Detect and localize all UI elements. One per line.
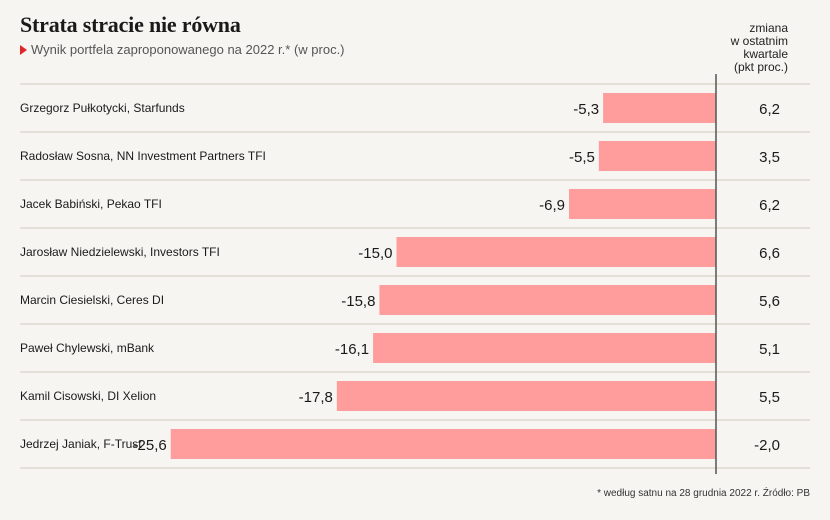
category-label: Paweł Chylewski, mBank [20, 341, 155, 355]
change-header-line: kwartale [743, 47, 788, 61]
data-label: -16,1 [335, 341, 369, 358]
category-label: Jarosław Niedzielewski, Investors TFI [20, 245, 220, 259]
change-header-line: zmiana [749, 21, 788, 35]
category-label: Marcin Ciesielski, Ceres DI [20, 293, 164, 307]
category-label: Radosław Sosna, NN Investment Partners T… [20, 149, 266, 163]
bar [373, 333, 716, 363]
bar [379, 285, 716, 315]
category-label: Kamil Cisowski, DI Xelion [20, 389, 156, 403]
bar [569, 189, 716, 219]
change-header-line: (pkt proc.) [733, 60, 788, 74]
change-value: -2,0 [754, 437, 780, 454]
bar [336, 381, 716, 411]
change-value: 3,5 [759, 149, 780, 166]
change-value: 5,1 [759, 341, 780, 358]
data-label: -6,9 [539, 197, 565, 214]
chart-subtitle: Wynik portfela zaproponowanego na 2022 r… [20, 42, 345, 57]
data-label: -5,3 [573, 101, 599, 118]
change-value: 6,2 [759, 101, 780, 118]
change-value: 6,2 [759, 197, 780, 214]
change-value: 5,6 [759, 293, 780, 310]
data-label: -15,0 [358, 245, 392, 262]
category-label: Grzegorz Pułkotycki, Starfunds [20, 101, 185, 115]
change-column-header: zmiana w ostatnim kwartale (pkt proc.) [678, 22, 788, 74]
bar [603, 93, 716, 123]
bar [170, 429, 717, 459]
subtitle-text: Wynik portfela zaproponowanego na 2022 r… [31, 42, 345, 57]
data-label: -25,6 [133, 437, 167, 454]
chart-title: Strata stracie nie równa [20, 12, 241, 37]
change-value: 5,5 [759, 389, 780, 406]
category-label: Jacek Babiński, Pekao TFI [20, 197, 162, 211]
footnote: * według satnu na 28 grudnia 2022 r. Źró… [597, 488, 810, 499]
bar [396, 237, 716, 267]
data-label: -5,5 [569, 149, 595, 166]
change-value: 6,6 [759, 245, 780, 262]
change-header-line: w ostatnim [730, 34, 788, 48]
category-label: Jedrzej Janiak, F-Trust [20, 437, 142, 451]
data-label: -17,8 [299, 389, 333, 406]
red-triangle-icon [20, 44, 27, 55]
data-label: -15,8 [341, 293, 375, 310]
bar [598, 141, 716, 171]
